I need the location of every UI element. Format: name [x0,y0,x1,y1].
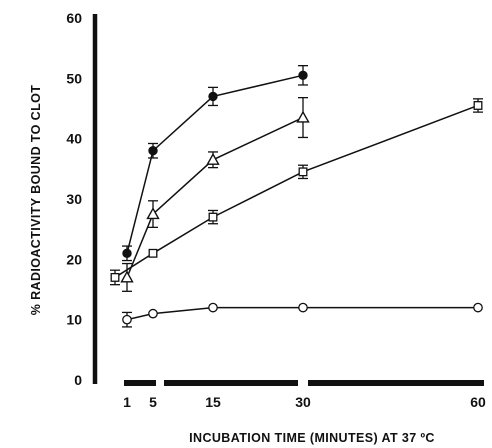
data-point [473,302,483,313]
x-tick-label: 5 [149,394,157,410]
data-point [122,314,132,325]
data-point [206,152,220,165]
series-open-circle [122,302,483,328]
data-point [296,110,310,123]
data-point [298,302,308,313]
data-point [298,167,308,177]
y-axis-title: % RADIOACTIVITY BOUND TO CLOT [29,85,43,316]
x-tick-label: 30 [295,394,311,410]
series-group [110,65,483,328]
y-tick-label: 20 [66,251,82,267]
y-tick-label: 50 [66,70,82,86]
series-open-triangle [120,96,310,292]
series-filled-circle [122,65,308,262]
y-tick-label: 60 [66,10,82,26]
series-line [114,104,479,279]
y-tick-label: 40 [66,131,82,147]
y-tick-label: 0 [74,372,82,388]
x-tick-label: 15 [205,394,221,410]
y-tick-label: 10 [66,312,82,328]
x-tick-label: 60 [470,394,486,410]
data-point [110,272,120,282]
data-point [473,101,483,110]
data-point [146,207,160,220]
data-point [208,302,218,313]
data-point [208,212,218,222]
data-point [120,270,134,283]
data-point [148,146,158,156]
series-open-square [110,98,483,286]
y-tick-label: 30 [66,191,82,207]
data-point [148,248,158,258]
data-point [298,70,308,81]
x-tick-label: 1 [123,394,131,410]
data-point [148,308,158,319]
data-point [208,91,218,102]
series-line [126,116,304,278]
series-line [126,74,304,254]
data-point [122,248,132,259]
axes [92,14,484,386]
x-axis-title: INCUBATION TIME (MINUTES) AT 37 ºC [189,431,435,445]
